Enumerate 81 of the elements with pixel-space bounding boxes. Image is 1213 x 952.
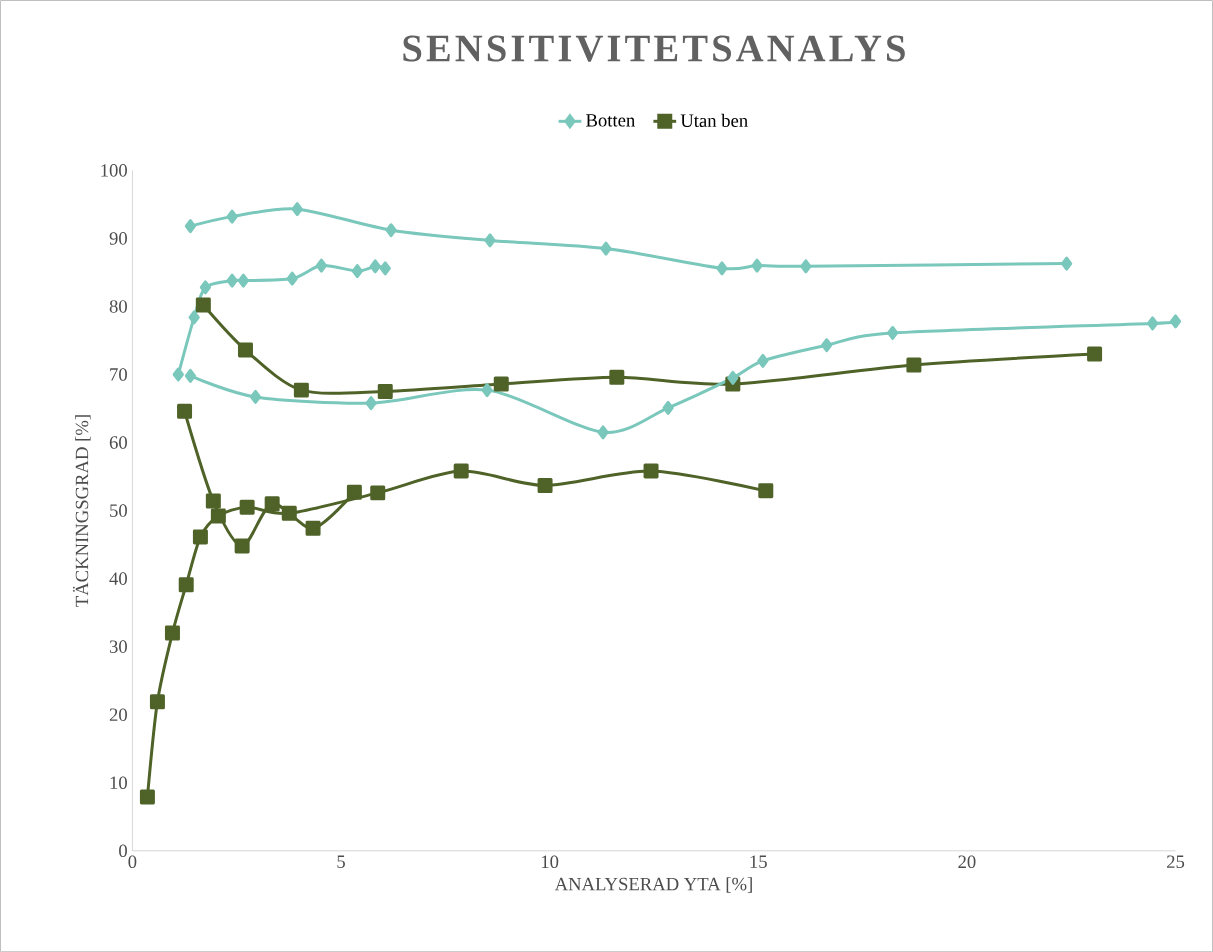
point: [481, 383, 493, 398]
point: [751, 258, 763, 273]
point: [239, 499, 255, 515]
point: [1169, 314, 1182, 329]
point: [597, 425, 609, 440]
y-tick-label: 100: [101, 163, 127, 177]
point: [493, 376, 509, 392]
point: [600, 241, 612, 256]
point: [315, 258, 328, 273]
point: [484, 233, 496, 248]
point: [184, 368, 197, 383]
y-tick-label: 0: [119, 844, 127, 857]
y-tick-label: 80: [109, 300, 127, 313]
point: [758, 483, 774, 499]
y-tick-label: 10: [110, 776, 127, 789]
point: [453, 463, 469, 479]
point: [643, 463, 659, 479]
point: [164, 625, 180, 641]
y-tick-label: 20: [109, 708, 127, 721]
point: [369, 259, 381, 274]
point: [178, 577, 194, 593]
point: [281, 505, 297, 521]
point: [188, 310, 200, 325]
point: [609, 369, 625, 385]
point: [293, 382, 309, 398]
y-tick-label: 70: [110, 368, 127, 381]
point: [346, 484, 362, 500]
y-tick-label: 30: [109, 640, 127, 653]
point: [237, 342, 253, 358]
legend-label: Botten: [586, 114, 635, 127]
point: [210, 508, 226, 524]
point: [192, 529, 208, 545]
point: [139, 789, 155, 805]
point: [727, 370, 739, 385]
point: [370, 485, 386, 501]
point: [887, 325, 899, 340]
point: [291, 202, 303, 217]
x-tick-label: 25: [1167, 855, 1185, 868]
x-tick-label: 20: [958, 855, 976, 868]
y-tick-label: 50: [110, 504, 127, 517]
point: [172, 367, 184, 382]
point: [821, 338, 833, 353]
y-tick-label: 40: [109, 572, 127, 585]
point: [1146, 316, 1159, 331]
x-tick-label: 5: [337, 855, 345, 868]
x-tick-label: 15: [750, 855, 767, 868]
point: [149, 694, 165, 710]
point: [1061, 256, 1073, 271]
point: [177, 403, 193, 419]
point: [226, 273, 238, 288]
point: [365, 395, 377, 410]
point: [906, 357, 922, 373]
point: [385, 223, 397, 238]
point: [716, 261, 728, 276]
point: [757, 353, 769, 368]
point: [1087, 346, 1103, 362]
legend-label: Utan ben: [680, 113, 748, 127]
point: [305, 520, 321, 536]
point: [377, 383, 393, 399]
x-axis-title: ANALYSERAD YTA [%]: [554, 877, 752, 893]
point: [249, 389, 262, 404]
chart-title: SENSITIVITETSANALYS: [403, 35, 905, 62]
point: [195, 297, 211, 313]
point: [234, 538, 250, 554]
y-tick-label: 60: [109, 436, 127, 449]
point: [379, 261, 391, 276]
point: [226, 209, 238, 224]
point: [662, 400, 674, 415]
point: [184, 219, 197, 234]
y-tick-label: 90: [109, 232, 127, 245]
point: [286, 271, 298, 286]
x-tick-label: 0: [128, 855, 137, 868]
point: [800, 259, 812, 274]
point: [537, 477, 553, 493]
y-axis-title: TÄCKNINGSGRAD [%]: [72, 415, 91, 607]
point: [237, 273, 249, 288]
point: [351, 263, 363, 278]
point: [264, 496, 280, 512]
point: [205, 493, 221, 509]
x-tick-label: 10: [541, 855, 559, 868]
point: [199, 280, 212, 295]
